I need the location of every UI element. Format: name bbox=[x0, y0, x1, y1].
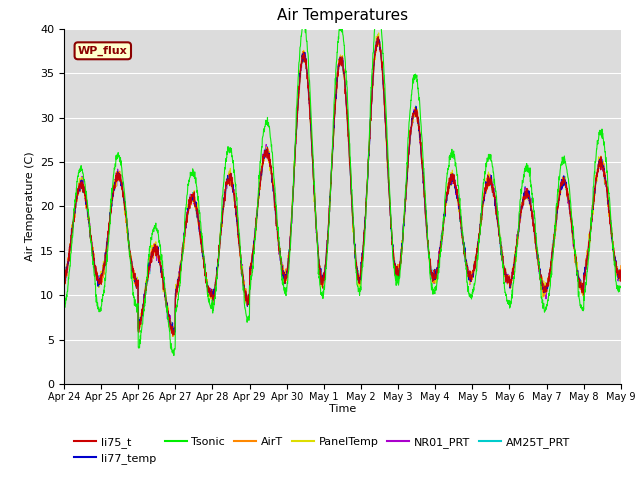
Y-axis label: Air Temperature (C): Air Temperature (C) bbox=[24, 152, 35, 261]
Text: WP_flux: WP_flux bbox=[78, 46, 127, 56]
X-axis label: Time: Time bbox=[329, 405, 356, 414]
Title: Air Temperatures: Air Temperatures bbox=[277, 9, 408, 24]
Legend: li75_t, li77_temp, Tsonic, AirT, PanelTemp, NR01_PRT, AM25T_PRT: li75_t, li77_temp, Tsonic, AirT, PanelTe… bbox=[70, 432, 574, 468]
